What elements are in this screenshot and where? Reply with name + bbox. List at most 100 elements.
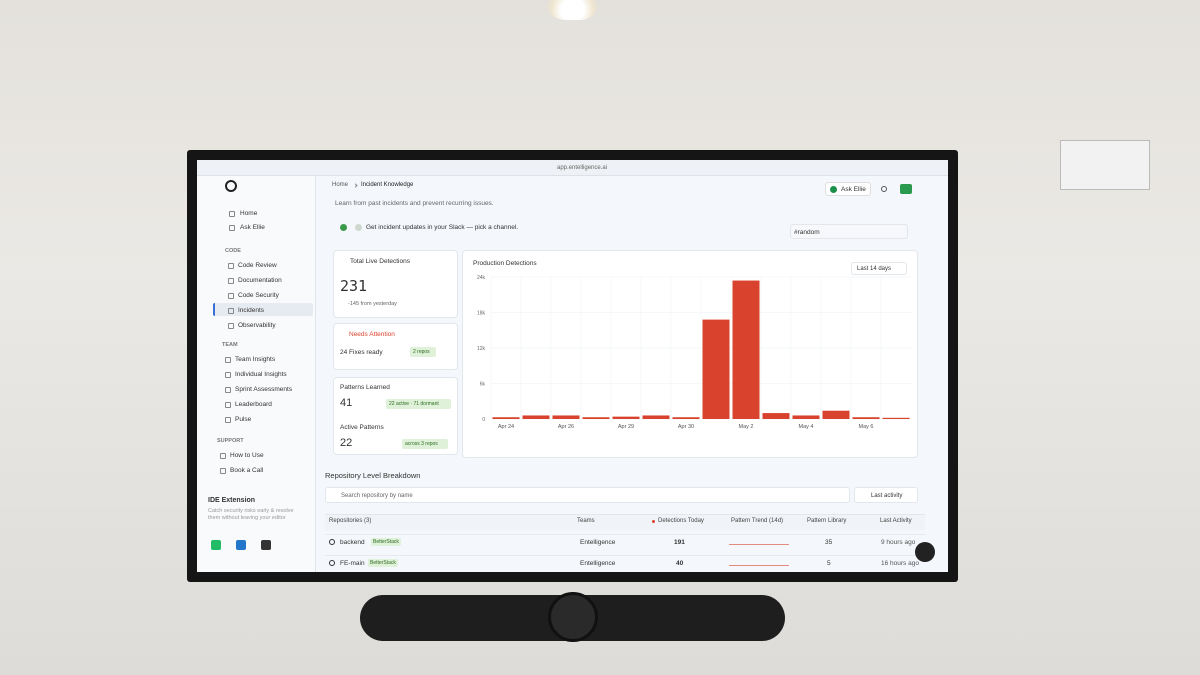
card-value: 22 (340, 437, 353, 449)
card-title: Needs Attention (349, 331, 395, 338)
dot (652, 520, 655, 523)
nav-item[interactable]: Team Insights (235, 356, 276, 363)
chart-title: Production Detections (473, 260, 537, 267)
logo (225, 180, 237, 192)
card: Total Live Detections 231 -145 from yester… (333, 250, 458, 318)
channel: #random (794, 229, 820, 236)
x-tick-label: Apr 24 (498, 424, 514, 430)
repo-name[interactable]: backend (340, 539, 365, 546)
badge-text: 2 repos (413, 349, 430, 355)
bar (642, 415, 670, 419)
breadcrumb[interactable]: Home (332, 182, 349, 188)
channel-select[interactable]: #random (790, 224, 908, 239)
nav-item[interactable]: Incidents (238, 307, 265, 314)
ask-label: Ask Ellie (841, 186, 866, 193)
repo-name[interactable]: FE-main (340, 560, 365, 567)
sort-label: Last activity (871, 493, 903, 499)
nav-item[interactable]: Individual Insights (235, 371, 287, 378)
ask-button[interactable]: Ask Ellie (825, 182, 871, 196)
nav-item[interactable]: Code Security (238, 292, 279, 299)
range-label: Last 14 days (857, 266, 892, 272)
column-header: Last Activity (880, 518, 912, 524)
breadcrumb: Incident Knowledge (361, 182, 414, 188)
nav-item[interactable]: Leaderboard (235, 401, 272, 408)
item-icon (225, 372, 231, 378)
range-select[interactable]: Last 14 days (851, 262, 907, 275)
bar (882, 417, 910, 419)
item-icon (225, 417, 231, 423)
item-icon (228, 308, 234, 314)
search-box[interactable]: Search repository by name (325, 487, 850, 503)
x-tick-label: Apr 29 (618, 424, 634, 430)
bar (702, 319, 730, 419)
nav-item[interactable]: Code Review (238, 262, 277, 269)
x-tick-label: Apr 30 (678, 424, 694, 430)
chat-button[interactable] (915, 542, 935, 562)
chart: 0 6k 12k 18k 24k Apr 24 Apr 26 Apr 29 Apr 30 May … (477, 275, 911, 430)
nav-icon (229, 211, 235, 217)
subtitle: Learn from past incidents and prevent re… (335, 200, 494, 207)
nav-item[interactable]: How to Use (230, 452, 264, 459)
section-title: SUPPORT (217, 438, 244, 444)
avatar[interactable] (900, 184, 912, 194)
nav-item[interactable]: Documentation (238, 277, 282, 284)
section-title: Repository Level Breakdown (325, 471, 421, 480)
badge: across 3 repos (402, 439, 448, 449)
settings-icon[interactable] (881, 186, 887, 192)
item-icon (225, 357, 231, 363)
slack-banner: Get incident updates in your Slack — pic… (366, 224, 519, 231)
card: Needs Attention 24 Fixes ready 2 repos (333, 323, 458, 370)
nav-item[interactable]: Observability (238, 322, 276, 329)
card-title: Patterns Learned (340, 384, 390, 391)
sparkline (729, 537, 789, 547)
bar (822, 410, 850, 419)
sort-select[interactable]: Last activity (854, 487, 918, 503)
badge-text: 22 active · 71 dormant (389, 401, 439, 407)
nav-item[interactable]: Ask Ellie (240, 224, 265, 231)
column-header: Pattern Library (807, 518, 847, 524)
bar (792, 415, 820, 419)
item-icon (228, 263, 234, 269)
card: Patterns Learned 41 22 active · 71 dormant… (333, 377, 458, 455)
bar (612, 416, 640, 419)
x-tick-label: May 6 (859, 424, 874, 430)
table-header (325, 514, 925, 530)
ide-icon[interactable] (261, 540, 271, 550)
card: Production Detections Last 14 days 0 6k 12k 1… (462, 250, 918, 458)
card-title: Total Live Detections (350, 258, 410, 265)
item-icon (228, 278, 234, 284)
repo-tag: BetterStack (371, 538, 401, 546)
nav-item[interactable]: Sprint Assessments (235, 386, 293, 393)
bar (522, 415, 550, 419)
ide-title: IDE Extension (208, 497, 256, 504)
nav-item[interactable]: Home (240, 210, 258, 217)
url: app.entelligence.ai (557, 165, 608, 171)
column-header: Repositories (3) (329, 518, 372, 524)
ide-icon[interactable] (236, 540, 246, 550)
item-icon (220, 468, 226, 474)
ide-icon[interactable] (211, 540, 221, 550)
pattern-library: 35 (825, 539, 833, 546)
bar (582, 417, 610, 419)
item-icon (225, 402, 231, 408)
y-tick-label: 6k (480, 382, 486, 388)
nav-item[interactable]: Pulse (235, 416, 252, 423)
pattern-library: 5 (827, 560, 831, 567)
detections-today: 40 (676, 560, 684, 567)
section-title: TEAM (222, 342, 238, 348)
repo-icon (329, 539, 335, 545)
card-title: Active Patterns (340, 424, 384, 431)
nav-item[interactable]: Book a Call (230, 467, 264, 474)
bar (852, 417, 880, 419)
card-value: 41 (340, 397, 353, 409)
item-icon (225, 387, 231, 393)
bar (492, 417, 520, 419)
badge: 2 repos (410, 347, 436, 357)
last-activity: 9 hours ago (881, 539, 916, 546)
y-tick-label: 0 (482, 417, 485, 423)
column-header: Detections Today (658, 518, 704, 524)
browser-bar (197, 160, 948, 176)
y-tick-label: 18k (477, 311, 486, 317)
sidebar (197, 176, 316, 572)
